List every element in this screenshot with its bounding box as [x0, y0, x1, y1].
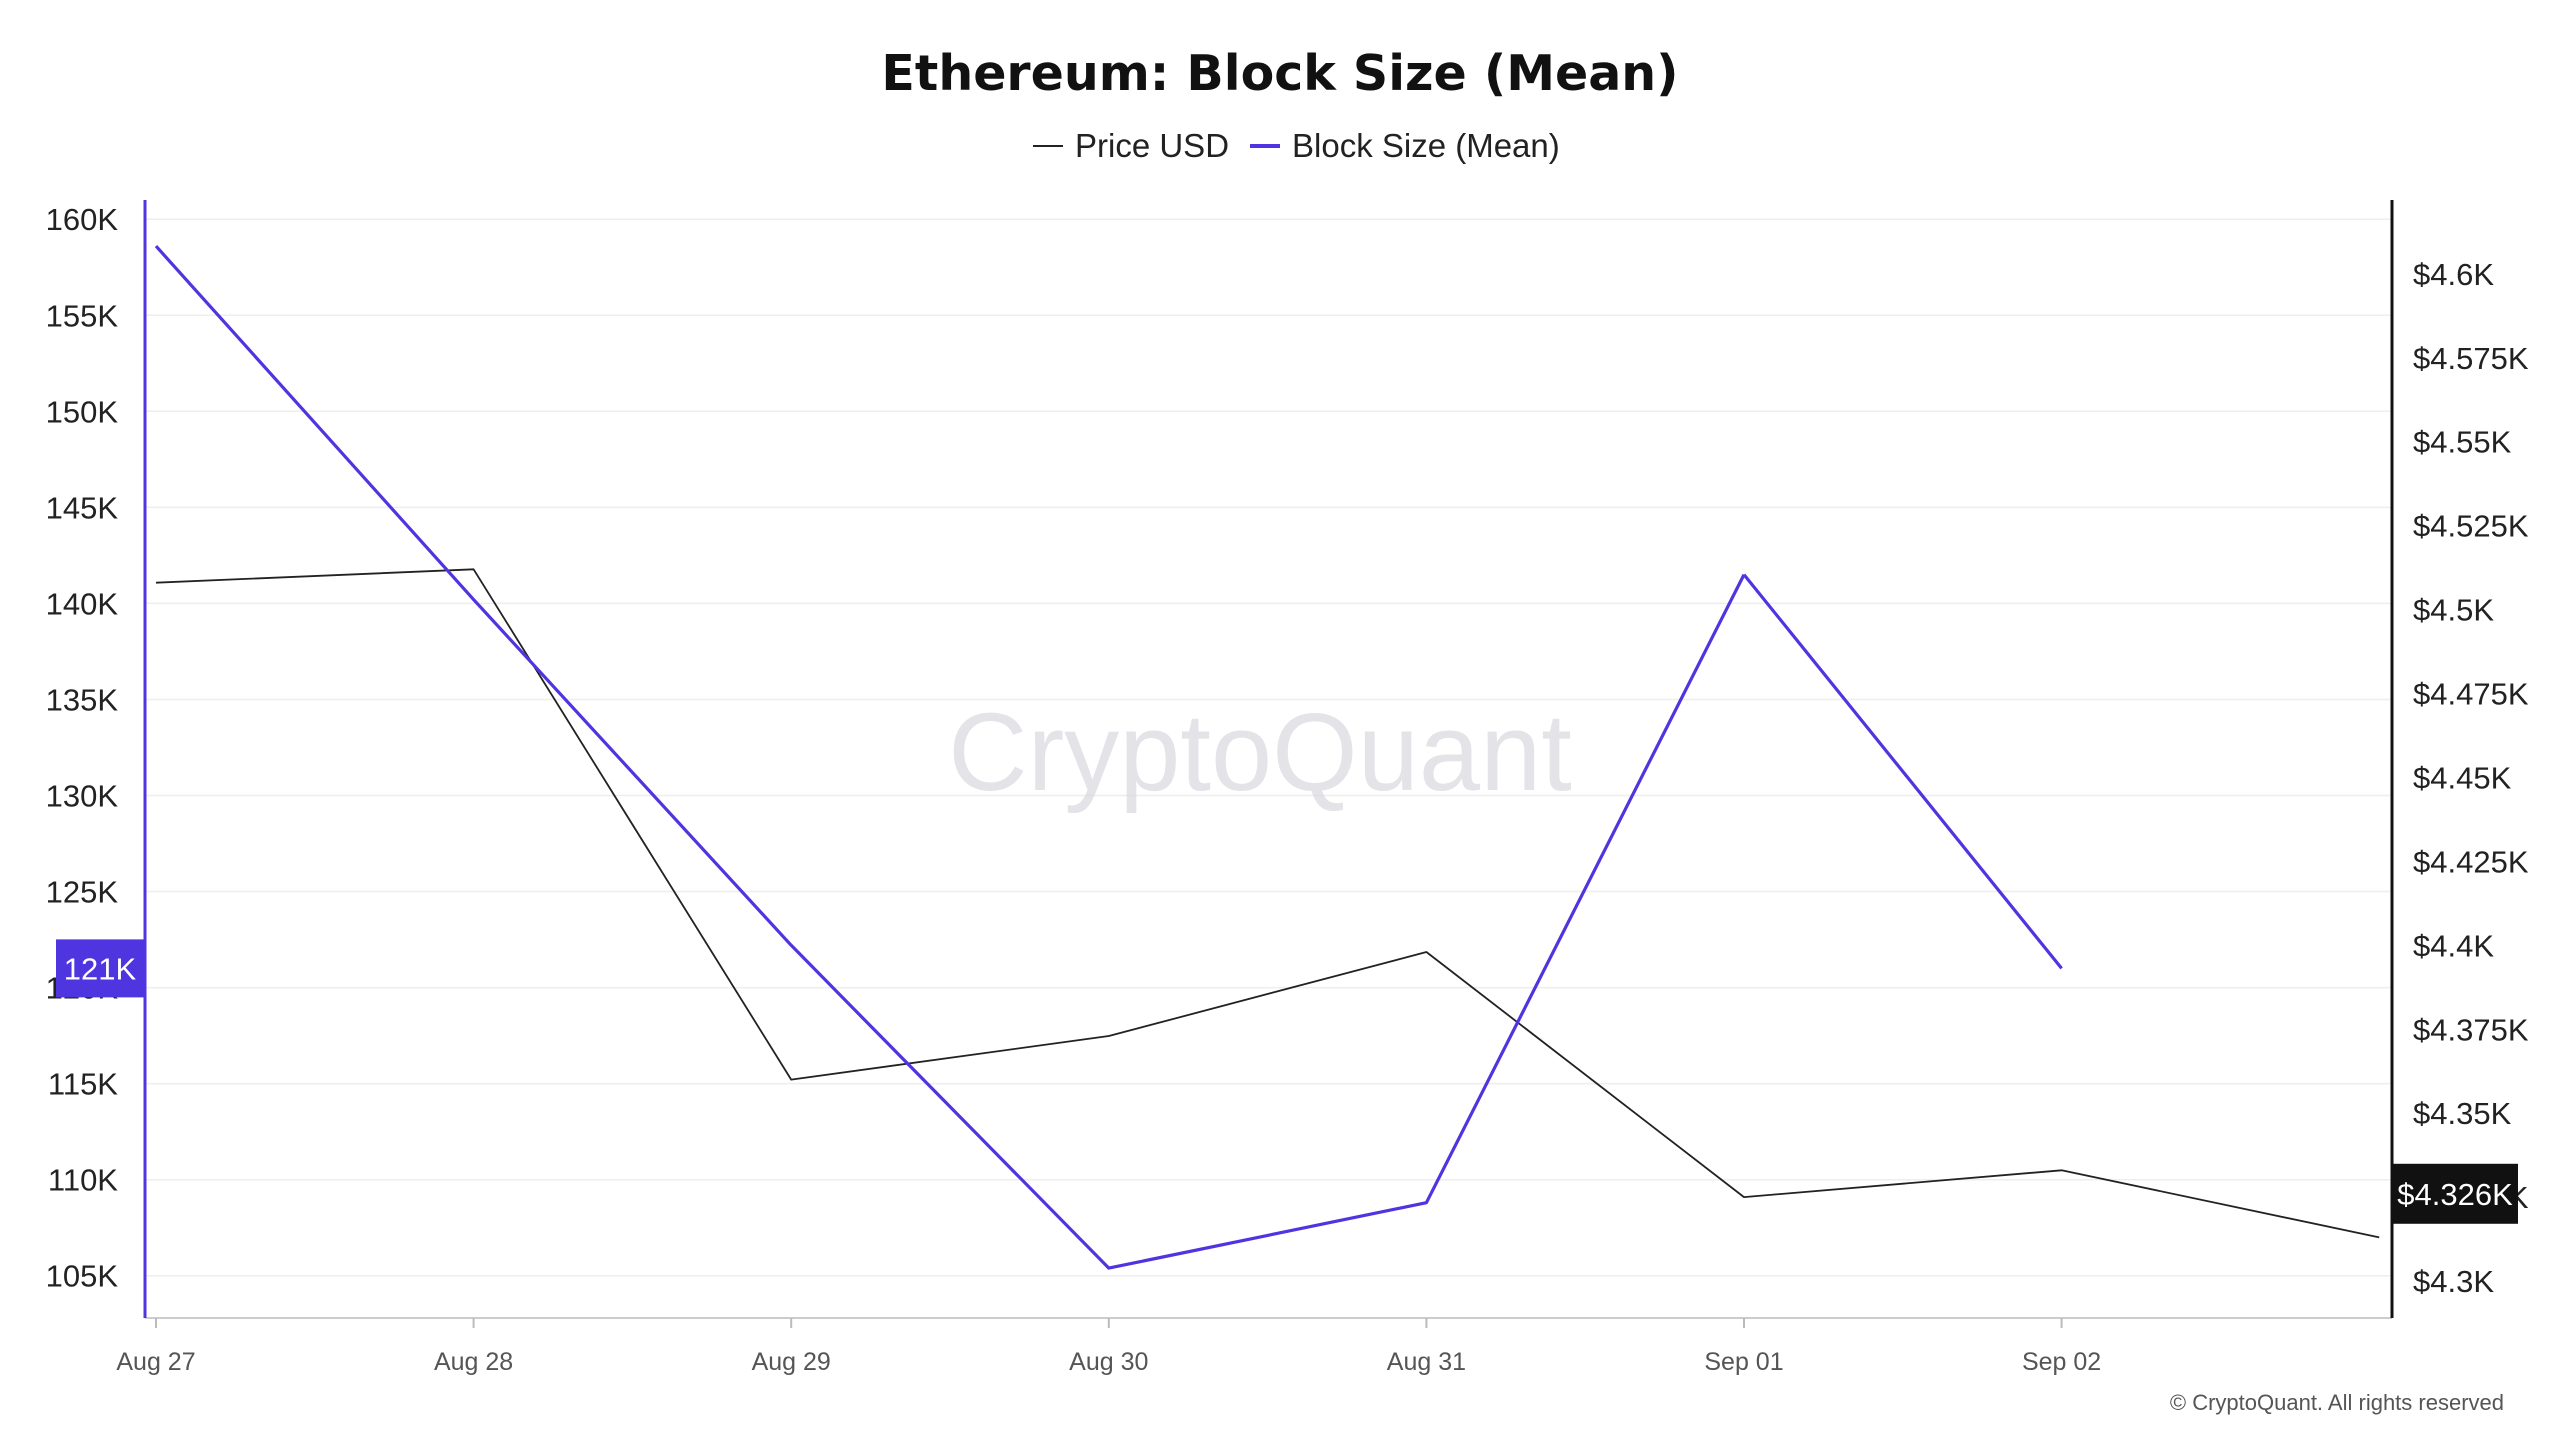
badge-block-size-label: 121K: [64, 951, 137, 986]
left-tick-label: 105K: [46, 1259, 119, 1294]
right-tick-label: $4.35K: [2413, 1096, 2512, 1131]
right-tick-label: $4.525K: [2413, 509, 2529, 544]
right-tick-label: $4.475K: [2413, 677, 2529, 712]
series-line-block-size: [154, 245, 1746, 1270]
right-tick-label: $4.6K: [2413, 257, 2494, 292]
left-tick-label: 145K: [46, 490, 119, 525]
right-axis: $4.3K$4.325K$4.35K$4.375K$4.4K$4.425K$4.…: [2390, 200, 2529, 1318]
left-tick-label: 140K: [46, 586, 119, 621]
right-tick-label: $4.3K: [2413, 1264, 2494, 1299]
series-layer: [154, 245, 2380, 1270]
left-tick-label: 110K: [48, 1163, 118, 1198]
x-tick-label: Aug 28: [434, 1348, 513, 1376]
grid: [145, 218, 2392, 1277]
badge-price: [2393, 1163, 2518, 1224]
watermark-logo: CryptoQuant: [948, 691, 1572, 814]
right-tick-label: $4.575K: [2413, 341, 2529, 376]
right-tick-label: $4.4K: [2413, 928, 2494, 963]
value-badges: 121K $4.326K: [56, 939, 2518, 1224]
x-axis: Aug 27 Aug 28 Aug 29 Aug 30 Aug 31 Sep 01 Sep …: [116, 1317, 2392, 1376]
x-tick-label: Aug 27: [116, 1348, 195, 1376]
left-tick-label: 115K: [48, 1067, 118, 1102]
x-tick-label: Sep 01: [1704, 1348, 1783, 1376]
series-line-block-size-tail: [1742, 573, 2063, 970]
copyright-text: © CryptoQuant. All rights reserved: [2170, 1390, 2504, 1415]
x-tick-label: Sep 02: [2022, 1348, 2101, 1376]
legend-label-price[interactable]: Price USD: [1075, 127, 1229, 164]
badge-price-label: $4.326K: [2397, 1177, 2513, 1212]
legend: Price USD Block Size (Mean): [1033, 127, 1560, 164]
left-tick-label: 130K: [46, 778, 119, 813]
series-line-price: [155, 568, 2380, 1239]
left-tick-label: 135K: [46, 682, 119, 717]
right-tick-label: $4.425K: [2413, 844, 2529, 879]
left-tick-label: 150K: [46, 394, 119, 429]
left-tick-label: 160K: [46, 202, 119, 237]
right-tick-label: $4.5K: [2413, 593, 2494, 628]
right-tick-label: $4.375K: [2413, 1012, 2529, 1047]
right-tick-label: $4.45K: [2413, 760, 2512, 795]
legend-label-block-size[interactable]: Block Size (Mean): [1292, 127, 1560, 164]
badge-block-size: [56, 939, 144, 998]
x-tick-label: Aug 30: [1069, 1348, 1148, 1376]
left-tick-label: 155K: [46, 298, 119, 333]
right-tick-label: $4.55K: [2413, 425, 2512, 460]
left-tick-label: 125K: [46, 875, 119, 910]
left-axis: 105K110K115K120K125K130K135K140K145K150K…: [46, 200, 147, 1318]
x-tick-label: Aug 31: [1387, 1348, 1466, 1376]
x-tick-label: Aug 29: [752, 1348, 831, 1376]
chart-title: Ethereum: Block Size (Mean): [881, 45, 1678, 102]
